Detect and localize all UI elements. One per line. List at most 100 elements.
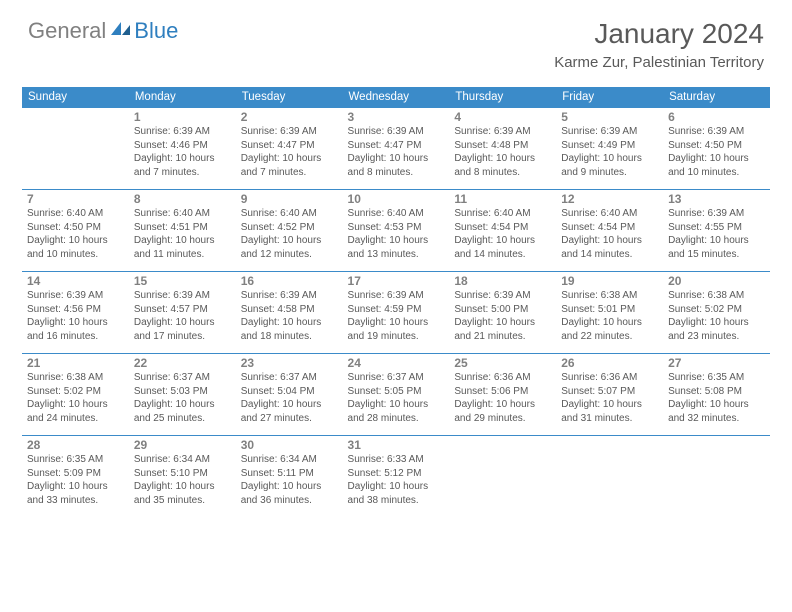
daylight-line: Daylight: 10 hours and 21 minutes. bbox=[454, 316, 551, 343]
day-cell: 2Sunrise: 6:39 AMSunset: 4:47 PMDaylight… bbox=[236, 108, 343, 190]
day-number: 17 bbox=[348, 274, 445, 288]
day-number: 15 bbox=[134, 274, 231, 288]
day-number: 22 bbox=[134, 356, 231, 370]
day-cell: 22Sunrise: 6:37 AMSunset: 5:03 PMDayligh… bbox=[129, 354, 236, 436]
daylight-line: Daylight: 10 hours and 25 minutes. bbox=[134, 398, 231, 425]
day-cell bbox=[556, 436, 663, 518]
sunrise-line: Sunrise: 6:40 AM bbox=[27, 207, 124, 221]
day-number: 2 bbox=[241, 110, 338, 124]
daylight-line: Daylight: 10 hours and 14 minutes. bbox=[454, 234, 551, 261]
sunrise-line: Sunrise: 6:39 AM bbox=[668, 207, 765, 221]
day-cell bbox=[22, 108, 129, 190]
logo-icon bbox=[110, 20, 132, 43]
sunrise-line: Sunrise: 6:39 AM bbox=[348, 289, 445, 303]
sunrise-line: Sunrise: 6:37 AM bbox=[134, 371, 231, 385]
day-number: 16 bbox=[241, 274, 338, 288]
day-cell bbox=[663, 436, 770, 518]
sunset-line: Sunset: 5:00 PM bbox=[454, 303, 551, 317]
sunrise-line: Sunrise: 6:34 AM bbox=[134, 453, 231, 467]
sunset-line: Sunset: 4:58 PM bbox=[241, 303, 338, 317]
logo: General Blue bbox=[28, 18, 178, 44]
week-row: 21Sunrise: 6:38 AMSunset: 5:02 PMDayligh… bbox=[22, 354, 770, 436]
day-header: Thursday bbox=[449, 87, 556, 108]
daylight-line: Daylight: 10 hours and 36 minutes. bbox=[241, 480, 338, 507]
day-number: 27 bbox=[668, 356, 765, 370]
day-cell: 1Sunrise: 6:39 AMSunset: 4:46 PMDaylight… bbox=[129, 108, 236, 190]
daylight-line: Daylight: 10 hours and 38 minutes. bbox=[348, 480, 445, 507]
sunset-line: Sunset: 4:49 PM bbox=[561, 139, 658, 153]
day-header-row: SundayMondayTuesdayWednesdayThursdayFrid… bbox=[22, 87, 770, 108]
day-cell: 10Sunrise: 6:40 AMSunset: 4:53 PMDayligh… bbox=[343, 190, 450, 272]
sunrise-line: Sunrise: 6:40 AM bbox=[454, 207, 551, 221]
daylight-line: Daylight: 10 hours and 35 minutes. bbox=[134, 480, 231, 507]
day-cell: 25Sunrise: 6:36 AMSunset: 5:06 PMDayligh… bbox=[449, 354, 556, 436]
sunset-line: Sunset: 4:53 PM bbox=[348, 221, 445, 235]
day-header: Monday bbox=[129, 87, 236, 108]
day-cell: 28Sunrise: 6:35 AMSunset: 5:09 PMDayligh… bbox=[22, 436, 129, 518]
sunrise-line: Sunrise: 6:37 AM bbox=[241, 371, 338, 385]
daylight-line: Daylight: 10 hours and 23 minutes. bbox=[668, 316, 765, 343]
day-number: 12 bbox=[561, 192, 658, 206]
day-cell: 7Sunrise: 6:40 AMSunset: 4:50 PMDaylight… bbox=[22, 190, 129, 272]
sunrise-line: Sunrise: 6:40 AM bbox=[241, 207, 338, 221]
sunrise-line: Sunrise: 6:39 AM bbox=[454, 289, 551, 303]
day-cell: 18Sunrise: 6:39 AMSunset: 5:00 PMDayligh… bbox=[449, 272, 556, 354]
day-header: Friday bbox=[556, 87, 663, 108]
day-number: 25 bbox=[454, 356, 551, 370]
sunrise-line: Sunrise: 6:39 AM bbox=[561, 125, 658, 139]
day-cell: 17Sunrise: 6:39 AMSunset: 4:59 PMDayligh… bbox=[343, 272, 450, 354]
sunset-line: Sunset: 5:12 PM bbox=[348, 467, 445, 481]
sunrise-line: Sunrise: 6:40 AM bbox=[561, 207, 658, 221]
day-cell bbox=[449, 436, 556, 518]
daylight-line: Daylight: 10 hours and 19 minutes. bbox=[348, 316, 445, 343]
day-number: 28 bbox=[27, 438, 124, 452]
day-cell: 16Sunrise: 6:39 AMSunset: 4:58 PMDayligh… bbox=[236, 272, 343, 354]
day-cell: 6Sunrise: 6:39 AMSunset: 4:50 PMDaylight… bbox=[663, 108, 770, 190]
day-number: 1 bbox=[134, 110, 231, 124]
day-number: 23 bbox=[241, 356, 338, 370]
sunset-line: Sunset: 5:09 PM bbox=[27, 467, 124, 481]
sunset-line: Sunset: 5:02 PM bbox=[27, 385, 124, 399]
sunset-line: Sunset: 5:08 PM bbox=[668, 385, 765, 399]
day-cell: 11Sunrise: 6:40 AMSunset: 4:54 PMDayligh… bbox=[449, 190, 556, 272]
location: Karme Zur, Palestinian Territory bbox=[554, 54, 764, 71]
sunset-line: Sunset: 4:51 PM bbox=[134, 221, 231, 235]
day-cell: 4Sunrise: 6:39 AMSunset: 4:48 PMDaylight… bbox=[449, 108, 556, 190]
day-cell: 12Sunrise: 6:40 AMSunset: 4:54 PMDayligh… bbox=[556, 190, 663, 272]
daylight-line: Daylight: 10 hours and 7 minutes. bbox=[134, 152, 231, 179]
sunrise-line: Sunrise: 6:35 AM bbox=[27, 453, 124, 467]
day-header: Saturday bbox=[663, 87, 770, 108]
sunrise-line: Sunrise: 6:39 AM bbox=[348, 125, 445, 139]
sunset-line: Sunset: 4:52 PM bbox=[241, 221, 338, 235]
day-number: 10 bbox=[348, 192, 445, 206]
day-cell: 13Sunrise: 6:39 AMSunset: 4:55 PMDayligh… bbox=[663, 190, 770, 272]
daylight-line: Daylight: 10 hours and 29 minutes. bbox=[454, 398, 551, 425]
sunrise-line: Sunrise: 6:39 AM bbox=[241, 125, 338, 139]
day-number: 18 bbox=[454, 274, 551, 288]
daylight-line: Daylight: 10 hours and 10 minutes. bbox=[27, 234, 124, 261]
daylight-line: Daylight: 10 hours and 31 minutes. bbox=[561, 398, 658, 425]
sunset-line: Sunset: 4:59 PM bbox=[348, 303, 445, 317]
daylight-line: Daylight: 10 hours and 27 minutes. bbox=[241, 398, 338, 425]
sunrise-line: Sunrise: 6:36 AM bbox=[454, 371, 551, 385]
day-cell: 5Sunrise: 6:39 AMSunset: 4:49 PMDaylight… bbox=[556, 108, 663, 190]
day-number: 6 bbox=[668, 110, 765, 124]
sunrise-line: Sunrise: 6:39 AM bbox=[241, 289, 338, 303]
sunrise-line: Sunrise: 6:39 AM bbox=[134, 289, 231, 303]
calendar-table: SundayMondayTuesdayWednesdayThursdayFrid… bbox=[22, 87, 770, 518]
logo-text-blue: Blue bbox=[134, 18, 178, 44]
day-number: 9 bbox=[241, 192, 338, 206]
daylight-line: Daylight: 10 hours and 10 minutes. bbox=[668, 152, 765, 179]
daylight-line: Daylight: 10 hours and 33 minutes. bbox=[27, 480, 124, 507]
day-header: Sunday bbox=[22, 87, 129, 108]
day-cell: 30Sunrise: 6:34 AMSunset: 5:11 PMDayligh… bbox=[236, 436, 343, 518]
daylight-line: Daylight: 10 hours and 15 minutes. bbox=[668, 234, 765, 261]
sunrise-line: Sunrise: 6:33 AM bbox=[348, 453, 445, 467]
day-cell: 20Sunrise: 6:38 AMSunset: 5:02 PMDayligh… bbox=[663, 272, 770, 354]
day-number: 21 bbox=[27, 356, 124, 370]
sunset-line: Sunset: 4:48 PM bbox=[454, 139, 551, 153]
day-cell: 8Sunrise: 6:40 AMSunset: 4:51 PMDaylight… bbox=[129, 190, 236, 272]
sunrise-line: Sunrise: 6:35 AM bbox=[668, 371, 765, 385]
sunrise-line: Sunrise: 6:38 AM bbox=[561, 289, 658, 303]
sunset-line: Sunset: 5:01 PM bbox=[561, 303, 658, 317]
